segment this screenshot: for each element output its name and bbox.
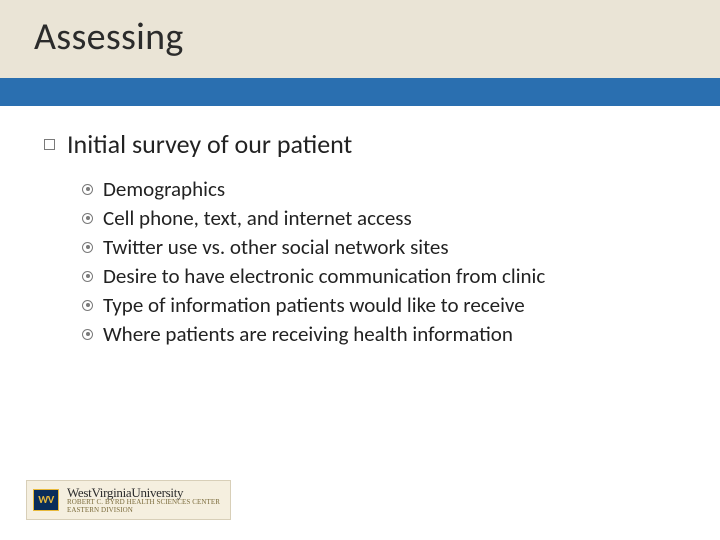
list-item: Type of information patients would like …: [82, 292, 690, 318]
wv-mark-icon: WV: [33, 489, 59, 511]
header-band: Assessing: [0, 0, 720, 82]
circle-bullet-icon: [82, 242, 93, 253]
circle-bullet-icon: [82, 300, 93, 311]
sub-point-text: Type of information patients would like …: [103, 292, 525, 318]
sub-point-text: Desire to have electronic communication …: [103, 263, 545, 289]
main-bullet-line: Initial survey of our patient: [44, 128, 690, 160]
university-name: WestVirginiaUniversity: [67, 486, 220, 500]
circle-bullet-icon: [82, 329, 93, 340]
main-point-text: Initial survey of our patient: [67, 128, 352, 160]
list-item: Twitter use vs. other social network sit…: [82, 234, 690, 260]
footer-line2: EASTERN DIVISION: [67, 507, 220, 514]
list-item: Cell phone, text, and internet access: [82, 205, 690, 231]
circle-bullet-icon: [82, 271, 93, 282]
footer-text-block: WestVirginiaUniversity ROBERT C. BYRD HE…: [67, 486, 220, 514]
circle-bullet-icon: [82, 184, 93, 195]
sub-point-text: Cell phone, text, and internet access: [103, 205, 412, 231]
list-item: Demographics: [82, 176, 690, 202]
sub-point-text: Where patients are receiving health info…: [103, 321, 513, 347]
square-bullet-icon: [44, 139, 55, 150]
accent-bar: [0, 82, 720, 106]
list-item: Desire to have electronic communication …: [82, 263, 690, 289]
content-area: Initial survey of our patient Demographi…: [0, 106, 720, 347]
sub-point-text: Twitter use vs. other social network sit…: [103, 234, 449, 260]
footer-logo: WV WestVirginiaUniversity ROBERT C. BYRD…: [26, 480, 231, 520]
circle-bullet-icon: [82, 213, 93, 224]
sub-point-text: Demographics: [103, 176, 225, 202]
slide-title: Assessing: [34, 14, 720, 60]
sub-list: Demographics Cell phone, text, and inter…: [44, 176, 690, 347]
list-item: Where patients are receiving health info…: [82, 321, 690, 347]
